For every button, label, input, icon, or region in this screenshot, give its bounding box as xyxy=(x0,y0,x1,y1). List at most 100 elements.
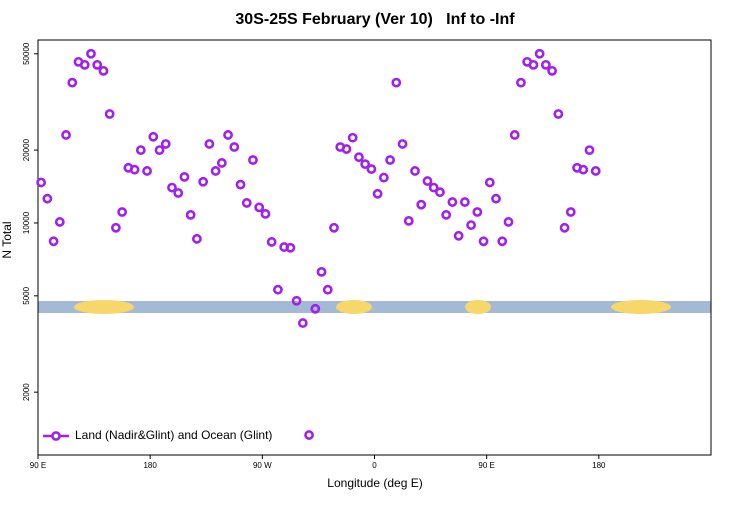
x-tick-label: 90 E xyxy=(30,461,46,470)
point xyxy=(578,164,589,175)
point xyxy=(142,166,152,176)
point xyxy=(310,303,321,314)
x-tick-label: 90 E xyxy=(478,461,494,470)
point xyxy=(67,77,78,88)
point xyxy=(210,166,221,176)
point xyxy=(266,237,277,247)
x-tick-label: 180 xyxy=(592,461,606,470)
point xyxy=(341,144,352,154)
point xyxy=(378,172,389,183)
point xyxy=(590,166,601,176)
point xyxy=(410,166,420,176)
point xyxy=(135,145,146,155)
point xyxy=(179,171,190,182)
point xyxy=(48,236,59,247)
point xyxy=(584,145,595,155)
point xyxy=(391,77,402,88)
point xyxy=(241,198,252,208)
point xyxy=(322,284,333,295)
point xyxy=(553,109,564,119)
y-tick-label: 2000 xyxy=(22,383,31,401)
point xyxy=(441,209,452,220)
point xyxy=(453,230,464,241)
point xyxy=(385,155,395,165)
point xyxy=(484,177,495,188)
point xyxy=(416,199,427,210)
point xyxy=(173,188,184,198)
point xyxy=(503,217,514,227)
point xyxy=(447,197,458,207)
point xyxy=(260,209,271,219)
point xyxy=(54,217,65,227)
legend-label: Land (Nadir&Glint) and Ocean (Glint) xyxy=(75,428,272,442)
y-tick-label: 5000 xyxy=(22,286,31,304)
point xyxy=(516,77,526,88)
point xyxy=(36,177,47,188)
y-axis-label: N Total xyxy=(0,221,14,258)
point xyxy=(316,266,327,277)
point xyxy=(547,65,557,76)
point xyxy=(472,207,483,217)
point xyxy=(98,65,109,76)
point xyxy=(403,215,414,226)
point xyxy=(478,236,489,247)
point xyxy=(204,139,215,149)
point xyxy=(110,222,121,233)
point xyxy=(129,164,140,175)
chart-title: 30S-25S February (Ver 10) Inf to -Inf xyxy=(235,11,515,28)
point xyxy=(229,142,240,152)
point xyxy=(497,236,508,247)
point xyxy=(154,145,165,155)
point xyxy=(297,318,308,328)
point xyxy=(198,176,209,187)
point xyxy=(435,187,445,198)
point xyxy=(565,207,576,217)
point xyxy=(42,193,53,204)
point xyxy=(360,159,371,170)
point xyxy=(291,295,302,306)
point xyxy=(491,193,501,204)
point xyxy=(347,132,358,143)
point xyxy=(192,233,202,244)
point xyxy=(92,59,103,70)
point xyxy=(372,188,383,199)
point xyxy=(235,179,246,190)
point xyxy=(304,430,314,440)
point xyxy=(254,202,265,213)
ocean-strip xyxy=(38,301,711,313)
point xyxy=(216,158,227,168)
point xyxy=(185,209,196,220)
point xyxy=(223,130,233,140)
point xyxy=(86,48,96,59)
point xyxy=(397,139,408,149)
y-tick-label: 50000 xyxy=(22,42,31,65)
x-tick-label: 180 xyxy=(143,461,157,470)
point xyxy=(528,59,539,70)
point xyxy=(273,284,283,295)
land-region xyxy=(74,300,134,314)
point xyxy=(466,220,476,230)
point xyxy=(248,155,258,165)
point xyxy=(366,164,377,174)
point xyxy=(160,139,171,149)
land-region xyxy=(336,300,372,314)
point xyxy=(509,130,520,140)
land-ocean-strip xyxy=(38,300,711,314)
point xyxy=(354,152,364,163)
y-tick-label: 10000 xyxy=(22,211,31,234)
point xyxy=(459,197,470,207)
point xyxy=(117,207,128,217)
x-tick-label: 90 W xyxy=(253,461,272,470)
point xyxy=(285,242,296,253)
x-axis-label: Longitude (deg E) xyxy=(327,476,422,490)
y-tick-label: 20000 xyxy=(22,138,31,161)
point xyxy=(79,59,90,70)
point xyxy=(534,48,545,59)
point xyxy=(104,109,115,119)
x-tick-label: 0 xyxy=(372,461,377,470)
point xyxy=(61,130,71,140)
legend-marker xyxy=(51,431,61,441)
point xyxy=(167,182,177,193)
